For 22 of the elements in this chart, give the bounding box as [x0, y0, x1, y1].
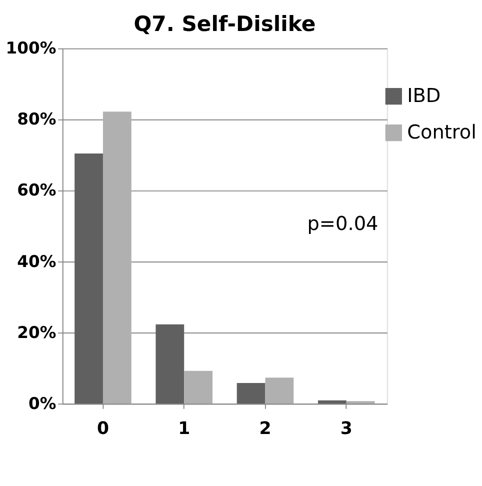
- legend-label: IBD: [407, 84, 441, 108]
- legend-label: Control: [407, 120, 476, 144]
- y-tick-label: 0%: [28, 394, 56, 413]
- chart-title: Q7. Self-Dislike: [134, 11, 316, 36]
- x-tick-label: 2: [259, 418, 272, 439]
- annotation: p=0.04: [307, 212, 378, 235]
- y-tick-label: 20%: [17, 322, 56, 342]
- y-tick-label: 60%: [17, 180, 56, 200]
- bar: [184, 370, 213, 404]
- x-tick-label: 3: [340, 418, 352, 439]
- y-tick-label: 100%: [6, 38, 56, 58]
- x-tick-label: 1: [178, 418, 190, 439]
- y-tick-label: 80%: [17, 110, 56, 129]
- bar: [318, 400, 346, 404]
- bar: [236, 383, 266, 404]
- bar: [156, 324, 184, 404]
- bar: [346, 401, 375, 404]
- bar: [74, 154, 103, 404]
- y-tick-label: 40%: [17, 252, 56, 271]
- bar: [102, 112, 132, 404]
- bar: [265, 378, 294, 404]
- x-tick-label: 0: [96, 418, 109, 439]
